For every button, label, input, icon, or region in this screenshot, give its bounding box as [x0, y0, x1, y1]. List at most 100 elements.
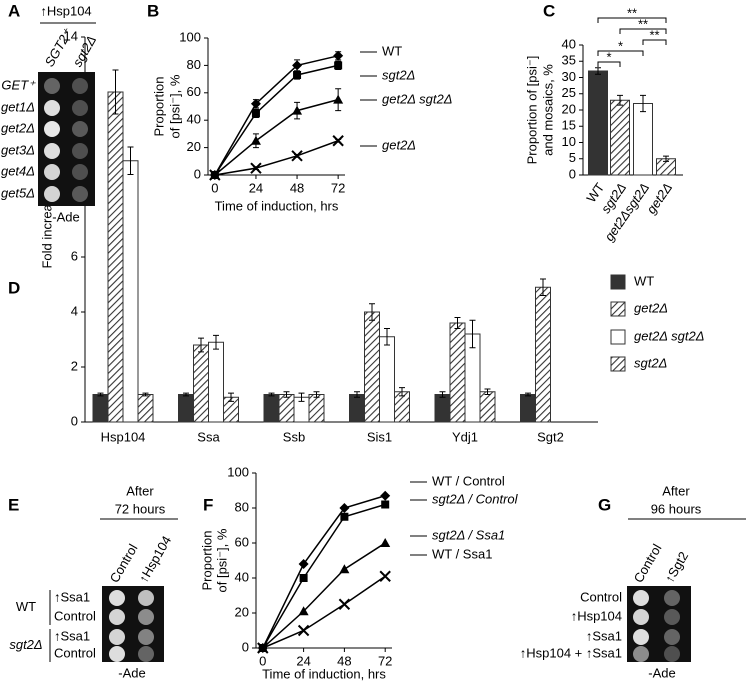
point: [299, 574, 308, 582]
x-axis-label: Time of induction, hrs: [215, 198, 339, 213]
error-bar: [540, 278, 546, 296]
x-tick-label: Sgt2: [537, 429, 564, 444]
colony-spot: [138, 590, 154, 606]
y-tick-label: 40: [235, 569, 249, 584]
y-tick-label: 100: [227, 464, 249, 479]
panel-letter: A: [8, 1, 20, 20]
x-tick-label: 48: [337, 653, 351, 668]
colony-spot: [72, 186, 88, 202]
plate-image: [38, 72, 95, 206]
legend-label: sgt2Δ / Ssa1: [432, 527, 505, 542]
row-label: ↑Ssa1: [54, 589, 90, 604]
error-bar: [354, 391, 360, 398]
bar: [379, 336, 395, 423]
colony-spot: [138, 646, 154, 662]
point: [339, 503, 350, 513]
point: [381, 500, 390, 509]
y-axis-label: Fold increase: [39, 190, 54, 268]
footer-label: -Ade: [52, 209, 79, 224]
error-bar: [369, 303, 375, 321]
significance-label: **: [649, 27, 659, 42]
header-label: After: [126, 483, 154, 498]
y-tick-label: 15: [562, 118, 576, 133]
colony-spot: [138, 629, 154, 645]
error-bar: [142, 392, 149, 397]
row-label: Control: [580, 589, 622, 604]
x-tick-label: Ssb: [283, 429, 305, 444]
legend-label: WT / Ssa1: [432, 546, 492, 561]
colony-spot: [109, 629, 125, 645]
bar: [449, 322, 466, 423]
point: [298, 559, 309, 569]
legend-label: get2Δ: [634, 300, 668, 315]
point: [332, 135, 344, 147]
error-bar: [228, 392, 234, 402]
colony-spot: [72, 164, 88, 180]
point: [333, 50, 344, 61]
header-label: 72 hours: [115, 501, 166, 516]
row-label: ↑Hsp104 + ↑Ssa1: [520, 645, 622, 660]
y-axis-label: of [psi⁻], %: [214, 528, 229, 592]
legend-label: WT: [634, 273, 654, 288]
y-tick-label: 0: [194, 166, 201, 181]
y-tick-label: 35: [562, 53, 576, 68]
y-axis-label: Proportion: [151, 77, 166, 137]
series-line: [214, 64, 339, 176]
significance-bracket: [597, 50, 644, 56]
legend-label: sgt2Δ / Control: [432, 491, 519, 506]
bar: [137, 394, 154, 423]
y-tick-label: 5: [569, 150, 576, 165]
colony-spot: [109, 609, 125, 625]
series-line: [214, 98, 339, 176]
y-tick-label: 2: [71, 358, 78, 373]
significance-bracket: [619, 28, 667, 34]
row-label: ↑Ssa1: [54, 628, 90, 643]
y-tick-label: 40: [187, 112, 201, 127]
series-line: [262, 495, 386, 649]
colony-spot: [44, 143, 60, 159]
colony-spot: [72, 121, 88, 137]
legend-label: WT / Control: [432, 473, 505, 488]
error-bar: [399, 387, 405, 397]
colony-spot: [138, 609, 154, 625]
bar: [520, 394, 536, 423]
bar: [92, 394, 109, 423]
legend-label: get2Δ sgt2Δ: [382, 91, 452, 106]
row-label: get4Δ: [1, 163, 35, 178]
colony-spot: [72, 143, 88, 159]
x-tick-label: Ssa: [197, 429, 220, 444]
point: [340, 512, 349, 521]
point: [250, 98, 261, 109]
point: [334, 61, 343, 70]
point: [380, 490, 391, 501]
legend-label: get2Δ: [382, 137, 416, 152]
colony-spot: [72, 78, 88, 94]
point: [292, 60, 303, 71]
point: [379, 570, 391, 582]
bar: [535, 286, 551, 423]
colony-spot: [664, 590, 680, 606]
row-label: get2Δ: [1, 120, 35, 135]
legend-label: get2Δ sgt2Δ: [634, 328, 704, 343]
error-bar: [640, 94, 646, 113]
x-tick-label: Ydj1: [452, 429, 478, 444]
colony-spot: [664, 609, 680, 625]
legend-label: WT: [382, 43, 402, 58]
series-line: [262, 542, 386, 649]
colony-spot: [109, 646, 125, 662]
header-label: 96 hours: [651, 501, 702, 516]
y-tick-label: 10: [562, 134, 576, 149]
legend-swatch: [610, 356, 626, 372]
error-bar: [484, 388, 491, 395]
error-bar: [213, 334, 219, 350]
series-line: [214, 55, 339, 176]
point: [250, 135, 261, 145]
bar: [479, 391, 496, 423]
y-tick-label: 4: [71, 303, 78, 318]
point: [338, 598, 351, 610]
x-tick-label: 72: [331, 180, 345, 195]
x-tick-label: 48: [290, 180, 304, 195]
bar: [364, 311, 380, 423]
error-bar: [617, 94, 623, 106]
error-bar: [313, 391, 320, 398]
